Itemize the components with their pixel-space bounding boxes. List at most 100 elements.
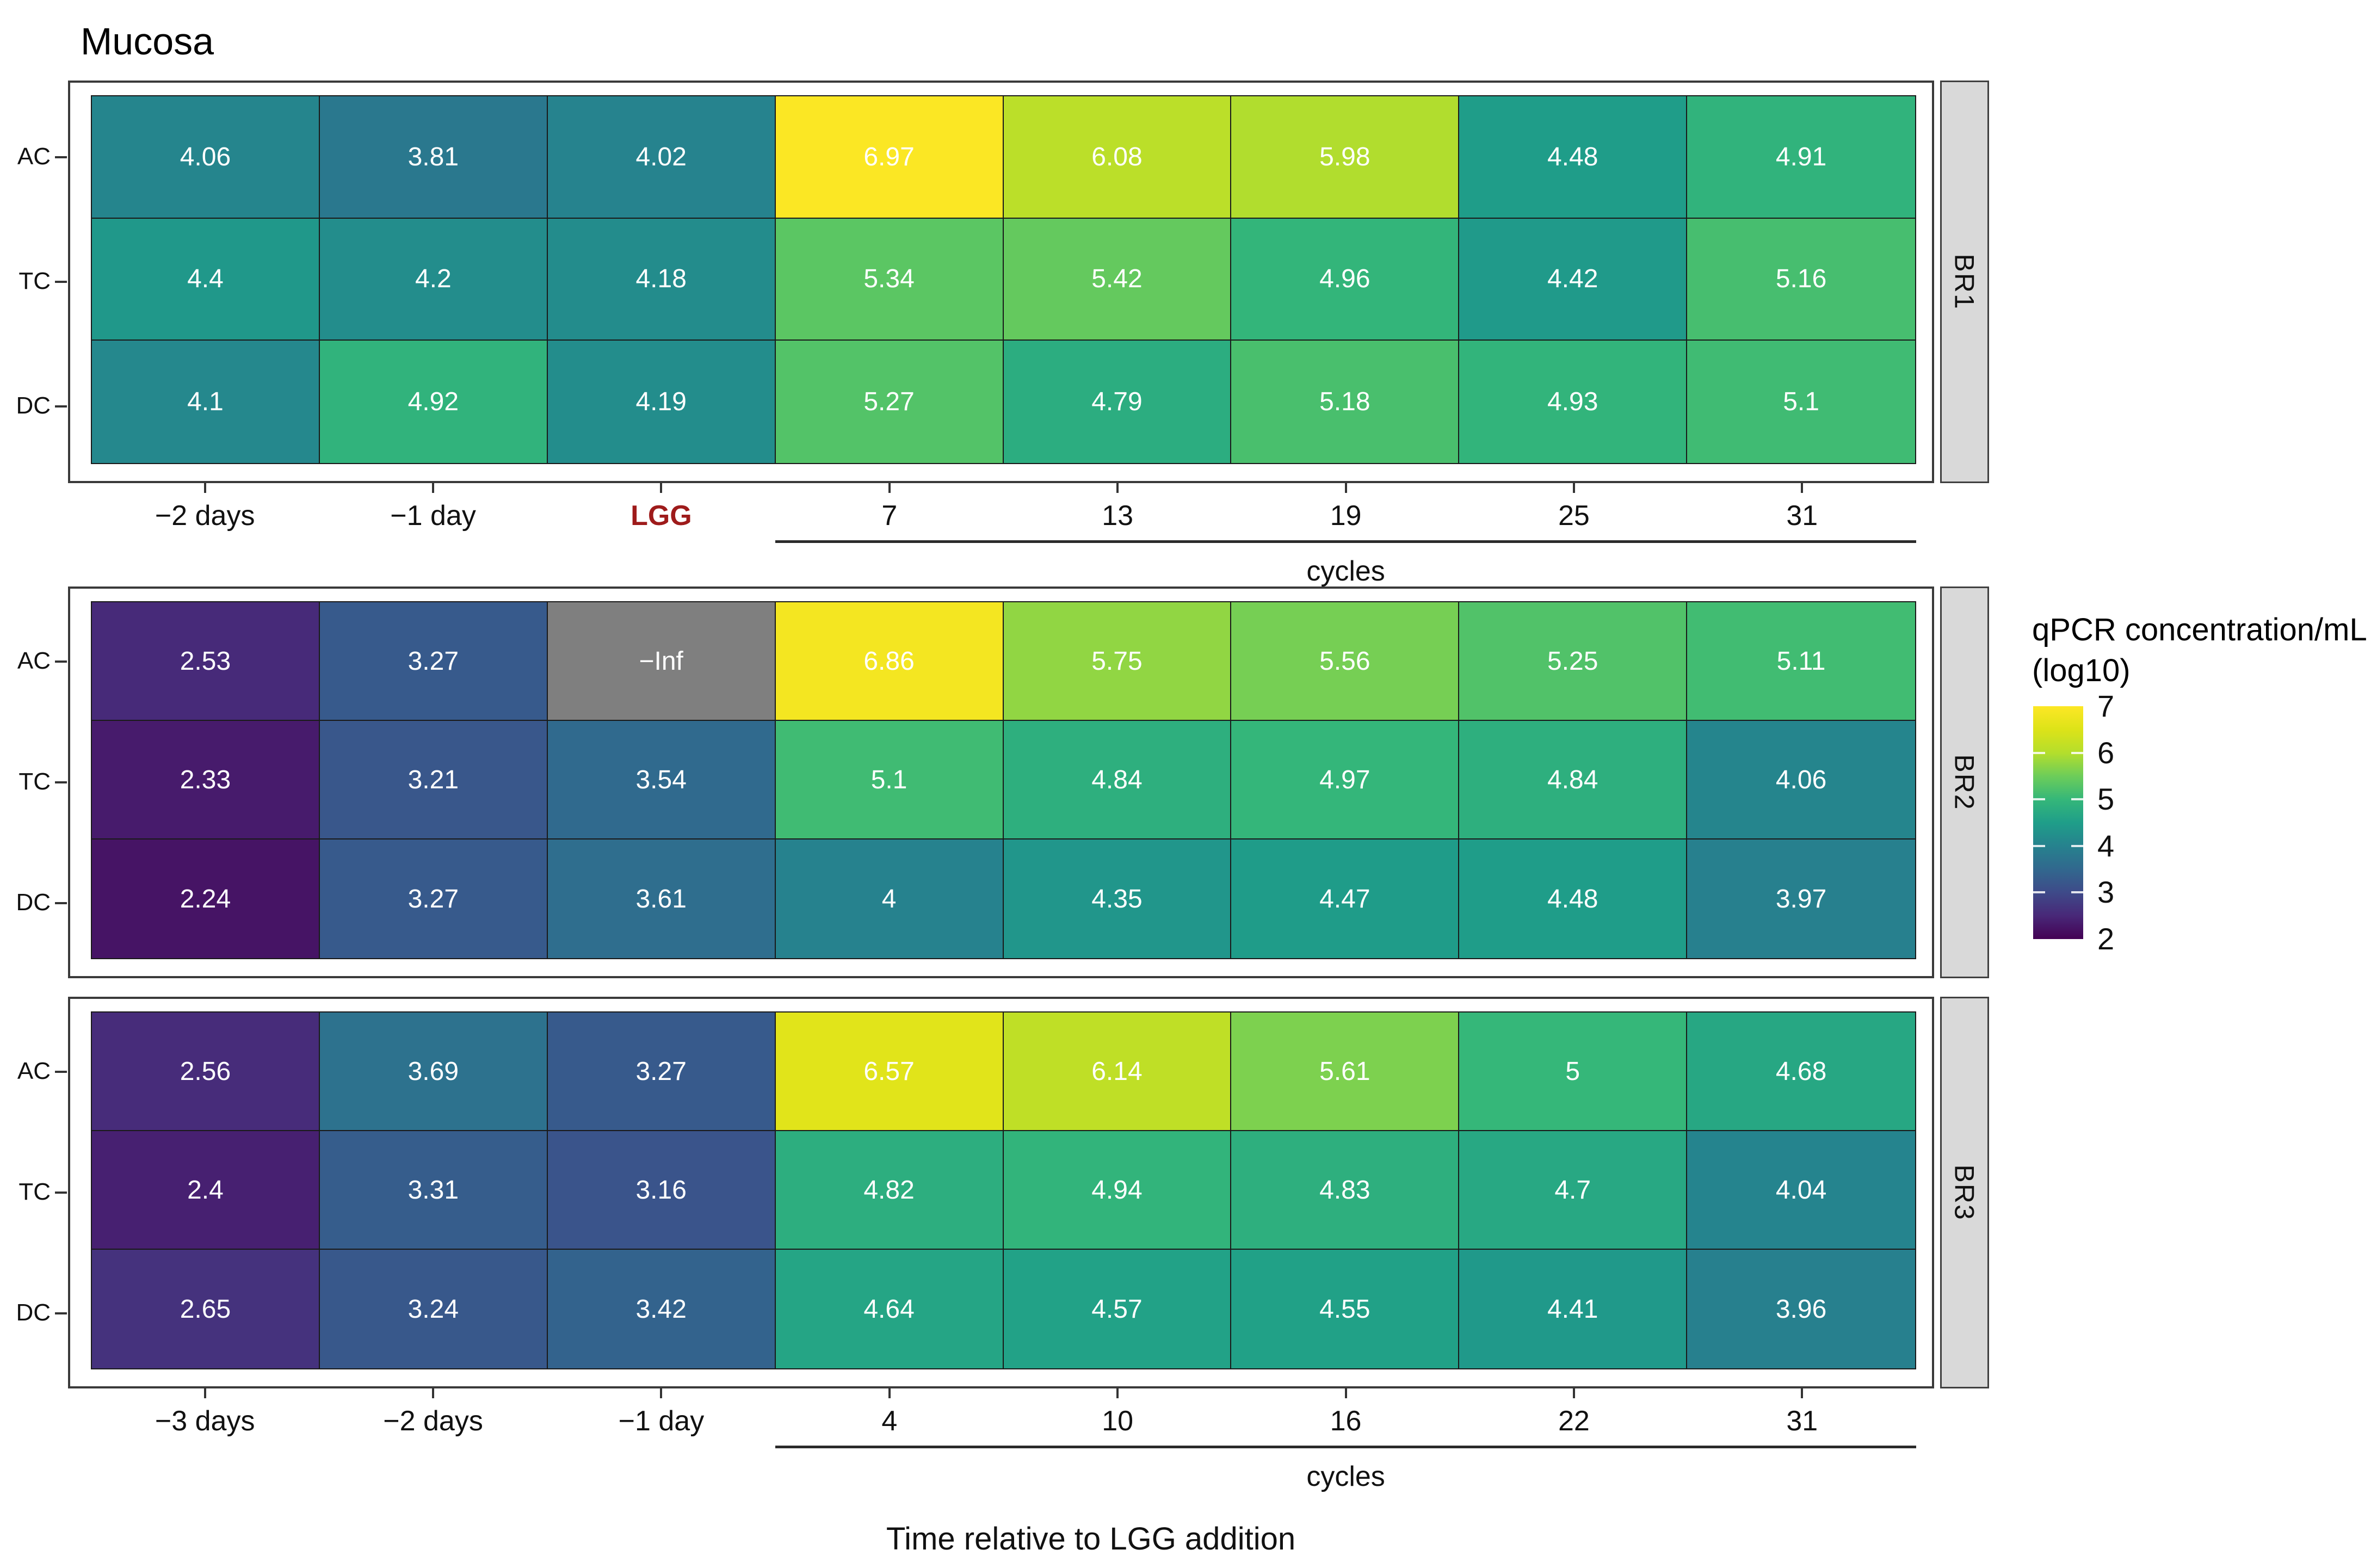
x-axis-tick	[1116, 483, 1119, 493]
heatmap-cell: 3.69	[319, 1013, 548, 1131]
cell-value: 2.56	[180, 1057, 231, 1086]
heatmap-cells: 2.53 3.27 −Inf 6.86 5.75 5.56 5.25 5.11 2.33 3.21…	[91, 601, 1916, 959]
cell-value: 2.65	[180, 1294, 231, 1324]
row-axis-tick	[55, 281, 67, 283]
heatmap-cell: 4.41	[1459, 1250, 1688, 1368]
cell-value: 4.91	[1775, 142, 1827, 171]
cell-value: 5	[1565, 1057, 1580, 1086]
heatmap-cell: 6.08	[1003, 96, 1232, 219]
x-axis-tick	[1344, 483, 1347, 493]
heatmap-cell: 4.79	[1003, 341, 1232, 463]
heatmap-cell: 3.61	[547, 839, 776, 958]
heatmap-cell: 3.27	[319, 839, 548, 958]
cell-value: 6.57	[863, 1057, 915, 1086]
heatmap-cell: 2.65	[92, 1250, 320, 1368]
heatmap-cell: 5.25	[1459, 602, 1688, 721]
cell-value: 3.42	[635, 1294, 687, 1324]
heatmap-cell: 4.83	[1231, 1131, 1460, 1250]
heatmap-cell: 4.4	[92, 218, 320, 341]
heatmap-cell: 4.02	[547, 96, 776, 219]
cell-value: 5.16	[1775, 264, 1827, 294]
cell-value: 4.84	[1091, 765, 1143, 794]
facet-strip: BR3	[1940, 997, 1989, 1388]
heatmap-cell: 6.86	[775, 602, 1004, 721]
cell-value: 3.21	[407, 765, 459, 794]
legend-inner-tick	[2071, 844, 2083, 847]
row-axis-tick	[55, 156, 67, 159]
cycles-underline	[775, 540, 1916, 543]
heatmap-cell: 3.27	[319, 602, 548, 721]
cell-value: 4.02	[635, 142, 687, 171]
legend-tick-label: 5	[2097, 782, 2115, 817]
row-axis-tick	[55, 660, 67, 663]
x-axis-label: 31	[1786, 500, 1818, 532]
heatmap-cells: 4.06 3.81 4.02 6.97 6.08 5.98 4.48 4.91 4.4 4.2 4.…	[91, 95, 1916, 464]
heatmap-cell: 2.53	[92, 602, 320, 721]
cell-value: 4.57	[1091, 1294, 1143, 1324]
heatmap-cell: 3.31	[319, 1131, 548, 1250]
heatmap-cell: 5.11	[1687, 602, 1915, 721]
heatmap-cell: 5.16	[1687, 218, 1915, 341]
heatmap-cell: 4.96	[1231, 218, 1460, 341]
heatmap-cell: 4.55	[1231, 1250, 1460, 1368]
x-axis-label: −1 day	[618, 1405, 705, 1437]
cell-value: 4.47	[1319, 884, 1370, 913]
cell-value: 4.48	[1547, 884, 1598, 913]
heatmap-cell: 6.97	[775, 96, 1004, 219]
cell-value: 6.97	[863, 142, 915, 171]
cell-value: 5.98	[1319, 142, 1370, 171]
heatmap-cell: 3.54	[547, 721, 776, 839]
row-label: TC	[18, 268, 51, 294]
cell-value: 2.4	[187, 1175, 224, 1205]
heatmap-cell: 2.33	[92, 721, 320, 839]
cell-value: 5.56	[1319, 646, 1370, 676]
heatmap-cell: 5.98	[1231, 96, 1460, 219]
legend-tick-label: 6	[2097, 735, 2115, 770]
x-axis-label: 31	[1786, 1405, 1818, 1437]
cell-value: 3.97	[1775, 884, 1827, 913]
row-label: AC	[17, 647, 51, 674]
cell-value: 3.27	[407, 884, 459, 913]
legend-inner-tick	[2033, 891, 2045, 894]
cell-value: 4.06	[1775, 765, 1827, 794]
heatmap-cell: 5.18	[1231, 341, 1460, 463]
cell-value: 3.31	[407, 1175, 459, 1205]
cell-value: 5.25	[1547, 646, 1598, 676]
cell-value: 4.42	[1547, 264, 1598, 294]
cell-value: 4.4	[187, 264, 224, 294]
heatmap-cell: 4.06	[92, 96, 320, 219]
x-axis-tick	[432, 1388, 435, 1398]
heatmap-cell: 3.24	[319, 1250, 548, 1368]
heatmap-cells: 2.56 3.69 3.27 6.57 6.14 5.61 5 4.68 2.4 3.31 3.16…	[91, 1011, 1916, 1369]
x-axis-tick	[660, 483, 663, 493]
cell-value: 4.35	[1091, 884, 1143, 913]
cell-value: 4.94	[1091, 1175, 1143, 1205]
cell-value: 3.69	[407, 1057, 459, 1086]
cell-value: 5.61	[1319, 1057, 1370, 1086]
heatmap-cell: 5.27	[775, 341, 1004, 463]
heatmap-cell: 5.34	[775, 218, 1004, 341]
cell-value: 4.06	[180, 142, 231, 171]
heatmap-cell: 4.64	[775, 1250, 1004, 1368]
row-label: DC	[16, 889, 51, 916]
strip-label: BR3	[1949, 1164, 1980, 1221]
heatmap-cell: 4.18	[547, 218, 776, 341]
x-axis-label: −3 days	[155, 1405, 255, 1437]
legend-tick-label: 2	[2097, 922, 2115, 956]
heatmap-cell: 4.97	[1231, 721, 1460, 839]
legend-inner-tick	[2033, 844, 2045, 847]
x-axis-tick	[203, 1388, 206, 1398]
heatmap-cell: 2.56	[92, 1013, 320, 1131]
cell-value: 6.14	[1091, 1057, 1143, 1086]
x-axis-tick	[1801, 483, 1804, 493]
x-axis-tick	[1344, 1388, 1347, 1398]
cell-value: 4.83	[1319, 1175, 1370, 1205]
heatmap-cell: 4.06	[1687, 721, 1915, 839]
heatmap-cell: 4.93	[1459, 341, 1688, 463]
x-axis-label: −2 days	[155, 500, 255, 532]
cell-value: 4.55	[1319, 1294, 1370, 1324]
x-axis-label: −2 days	[383, 1405, 483, 1437]
legend-inner-tick	[2033, 751, 2045, 754]
heatmap-cell: 6.14	[1003, 1013, 1232, 1131]
x-axis-tick	[1801, 1388, 1804, 1398]
